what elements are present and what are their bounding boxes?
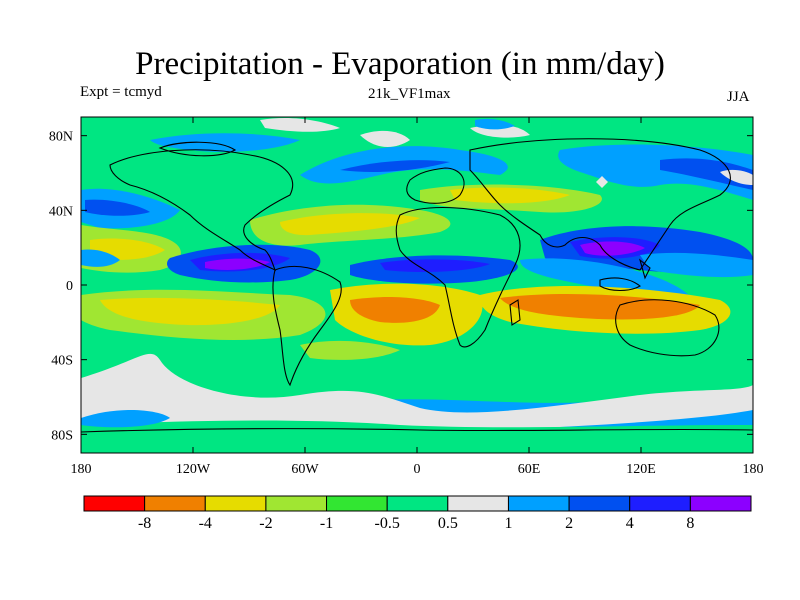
colorbar: -8 -4 -2 -1 -0.5 0.5 1 2 4 8 xyxy=(83,495,752,532)
colorbar-swatch xyxy=(204,495,267,512)
axis-ticks: 80N 40N 0 40S 80S 180 120W 60W 0 60E 120E 180 xyxy=(49,117,764,477)
season-label: JJA xyxy=(727,89,750,105)
lat-tick-label: 40N xyxy=(49,204,73,219)
africa-outline xyxy=(395,207,521,348)
lon-tick-label: 0 xyxy=(414,462,421,477)
colorbar-label: 2 xyxy=(565,515,573,532)
lat-tick-label: 40S xyxy=(51,354,73,369)
coastlines xyxy=(80,138,754,433)
colorbar-swatch xyxy=(447,495,509,512)
colorbar-swatch xyxy=(265,495,328,512)
chart-title: Precipitation - Evaporation (in mm/day) xyxy=(135,46,665,82)
colorbar-label: 1 xyxy=(504,515,512,532)
colorbar-swatch xyxy=(629,495,691,512)
australia-outline xyxy=(615,299,720,357)
colorbar-label: 8 xyxy=(686,515,694,532)
colorbar-label: -8 xyxy=(138,515,151,532)
south-america-outline xyxy=(272,265,342,387)
lon-tick-label: 120E xyxy=(626,462,656,477)
colorbar-label: -1 xyxy=(320,515,333,532)
experiment-label: Expt = tcmyd xyxy=(80,84,162,100)
lat-tick-label: 0 xyxy=(66,279,73,294)
lon-tick-label: 60W xyxy=(291,462,319,477)
europe-outline xyxy=(406,167,465,204)
colorbar-label: -2 xyxy=(259,515,272,532)
colorbar-label: 4 xyxy=(626,515,634,532)
colorbar-label: -4 xyxy=(199,515,212,532)
lon-tick-label: 120W xyxy=(176,462,211,477)
north-atlantic-dry-band xyxy=(280,213,420,236)
lat-tick-label: 80S xyxy=(51,428,73,443)
lon-tick-label: 180 xyxy=(743,462,764,477)
lon-tick-label: 60E xyxy=(518,462,541,477)
southern-ocean-neutral-band xyxy=(81,353,753,435)
colorbar-swatch xyxy=(689,495,752,512)
greenland-outline xyxy=(158,141,237,157)
colorbar-label: -0.5 xyxy=(375,515,400,532)
colorbar-swatch xyxy=(83,495,146,512)
lon-tick-label: 180 xyxy=(71,462,92,477)
map-field xyxy=(81,117,753,453)
run-label: 21k_VF1max xyxy=(368,86,451,102)
north-america-outline xyxy=(109,149,293,272)
colorbar-swatch xyxy=(568,495,631,512)
asia-outline xyxy=(469,138,731,271)
south-pacific-dry-band xyxy=(100,297,280,326)
antarctica-outline xyxy=(80,428,754,433)
lat-tick-label: 80N xyxy=(49,130,73,145)
colorbar-swatch xyxy=(507,495,570,512)
colorbar-label: 0.5 xyxy=(438,515,458,532)
colorbar-swatch xyxy=(386,495,449,512)
north-pacific-wet-band xyxy=(558,144,753,200)
colorbar-swatch xyxy=(326,495,388,512)
colorbar-swatch xyxy=(144,495,206,512)
islands-outline xyxy=(639,258,651,280)
